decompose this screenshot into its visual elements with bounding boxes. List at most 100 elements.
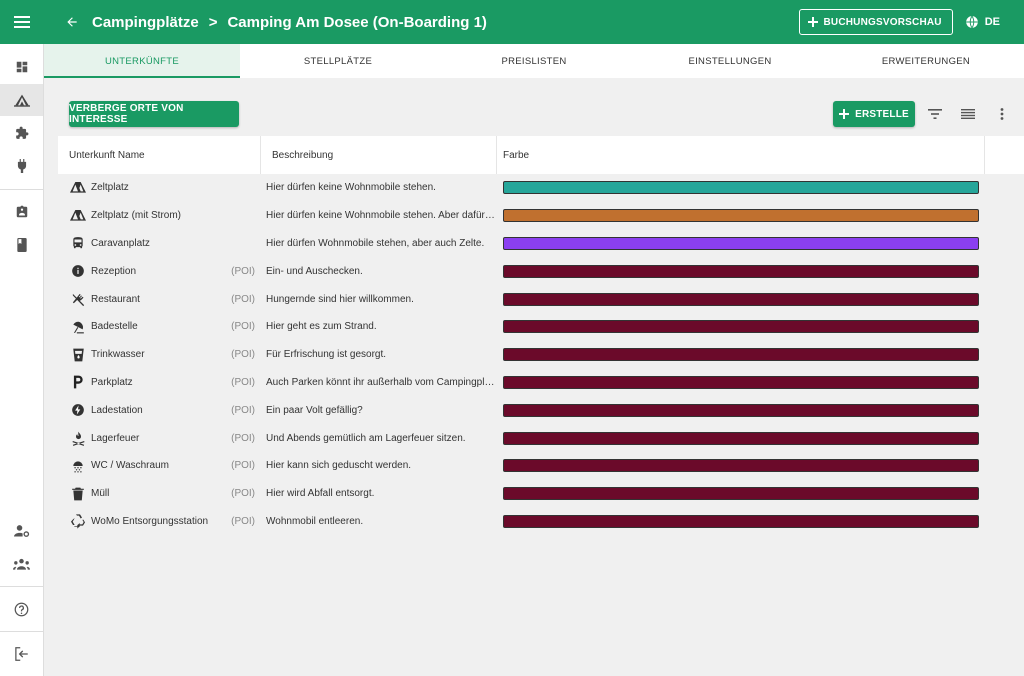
cell-name: WoMo Entsorgungsstation (POI)	[58, 512, 261, 530]
table-row[interactable]: Parkplatz (POI) Auch Parken könnt ihr auße…	[58, 369, 1024, 397]
accommodation-name: Müll	[91, 488, 110, 500]
cell-description: Hier wird Abfall entsorgt.	[266, 488, 375, 500]
table-row[interactable]: Ladestation (POI) Ein paar Volt gefällig?	[58, 396, 1024, 424]
table-row[interactable]: Restaurant (POI) Hungernde sind hier willk…	[58, 285, 1024, 313]
campfire-icon	[69, 429, 87, 447]
table-row[interactable]: Zeltplatz Hier dürfen keine Wohnmobile st…	[58, 174, 1024, 202]
book-icon	[16, 238, 27, 252]
header-name[interactable]: Unterkunft Name	[58, 136, 261, 174]
tab-accommodations[interactable]: UNTERKÜNFTE	[44, 44, 240, 78]
table-header: Unterkunft Name Beschreibung Farbe	[58, 136, 1024, 174]
cell-name: Zeltplatz (mit Strom)	[58, 207, 261, 225]
plus-icon	[839, 109, 850, 119]
info-icon	[69, 262, 87, 280]
tab-settings[interactable]: EINSTELLUNGEN	[688, 55, 772, 67]
table-row[interactable]: Caravanplatz Hier dürfen Wohnmobile stehe…	[58, 230, 1024, 258]
plug-icon	[17, 159, 26, 173]
cell-description: Auch Parken könnt ihr außerhalb vom Camp…	[266, 376, 497, 388]
color-swatch	[503, 236, 979, 250]
sidebar-item-bookings[interactable]	[0, 196, 43, 228]
hide-poi-button[interactable]: VERBERGE ORTE VON INTERESSE	[69, 101, 239, 127]
cell-color	[497, 375, 985, 389]
poi-badge: (POI)	[231, 488, 255, 500]
cell-name: Parkplatz (POI)	[58, 373, 261, 391]
cell-color	[497, 264, 985, 278]
menu-button[interactable]	[0, 0, 44, 44]
cell-color	[497, 487, 985, 501]
cell-name: Restaurant (POI)	[58, 290, 261, 308]
page-title: Camping Am Dosee (On-Boarding 1)	[227, 13, 487, 31]
tab-pitches[interactable]: STELLPLÄTZE	[303, 55, 373, 67]
accommodation-name: Ladestation	[91, 404, 143, 416]
header-description[interactable]: Beschreibung	[261, 136, 497, 174]
cell-color	[497, 320, 985, 334]
hide-poi-label: VERBERGE ORTE VON INTERESSE	[69, 103, 184, 125]
tab-price-lists[interactable]: PREISLISTEN	[501, 55, 567, 67]
table-row[interactable]: Trinkwasser (POI) Für Erfrischung ist geso…	[58, 341, 1024, 369]
filter-button[interactable]	[923, 102, 947, 126]
booking-preview-button[interactable]: BUCHUNGSVORSCHAU	[798, 9, 953, 35]
cell-color	[497, 403, 985, 417]
color-swatch	[503, 375, 979, 389]
cell-description: Hier dürfen Wohnmobile stehen, aber auch…	[266, 237, 485, 249]
table-row[interactable]: WoMo Entsorgungsstation (POI) Wohnmobil en…	[58, 508, 1024, 536]
tab-extensions[interactable]: ERWEITERUNGEN	[881, 55, 971, 67]
cell-description: Hier geht es zum Strand.	[266, 321, 377, 333]
table-row[interactable]: Zeltplatz (mit Strom) Hier dürfen keine W…	[58, 202, 1024, 230]
cell-color	[497, 348, 985, 362]
accommodation-name: WoMo Entsorgungsstation	[91, 515, 209, 527]
cell-color	[497, 459, 985, 473]
cell-name: Caravanplatz	[58, 234, 261, 252]
breadcrumb-root[interactable]: Campingplätze	[92, 13, 199, 31]
density-button[interactable]	[956, 102, 980, 126]
poi-badge: (POI)	[231, 515, 255, 527]
arrow-back-icon	[67, 17, 77, 27]
accommodation-name: Trinkwasser	[91, 349, 145, 361]
accommodation-name: Lagerfeuer	[91, 432, 140, 444]
poi-badge: (POI)	[231, 349, 255, 361]
cell-name: Trinkwasser (POI)	[58, 346, 261, 364]
view-list-icon	[961, 109, 975, 119]
sidebar-item-power[interactable]	[0, 150, 43, 182]
table-row[interactable]: WC / Waschraum (POI) Hier kann sich gedusc…	[58, 452, 1024, 480]
poi-badge: (POI)	[231, 321, 255, 333]
sidebar-item-dashboard[interactable]	[0, 51, 43, 83]
create-button[interactable]: ERSTELLE	[833, 101, 915, 127]
trash-icon	[69, 485, 87, 503]
cell-color	[497, 514, 985, 528]
sidebar-item-user-settings[interactable]	[0, 515, 43, 547]
cell-name: Badestelle (POI)	[58, 318, 261, 336]
cell-color	[497, 292, 985, 306]
sidebar-item-team[interactable]	[0, 548, 43, 580]
poi-badge: (POI)	[231, 432, 255, 444]
table-row[interactable]: Lagerfeuer (POI) Und Abends gemütlich am L…	[58, 424, 1024, 452]
cell-description: Für Erfrischung ist gesorgt.	[266, 349, 387, 361]
cell-name: Müll (POI)	[58, 485, 261, 503]
cell-name: Zeltplatz	[58, 179, 261, 197]
puzzle-icon	[15, 126, 28, 139]
create-label: ERSTELLE	[855, 108, 909, 120]
sidebar-item-logout[interactable]	[0, 638, 43, 670]
header-color[interactable]: Farbe	[497, 136, 985, 174]
water-cup-icon	[69, 346, 87, 364]
table-row[interactable]: Badestelle (POI) Hier geht es zum Strand.	[58, 313, 1024, 341]
color-swatch	[503, 431, 979, 445]
cell-name: Lagerfeuer (POI)	[58, 429, 261, 447]
back-button[interactable]	[58, 0, 86, 44]
accommodation-name: Caravanplatz	[91, 237, 150, 249]
table-row[interactable]: Rezeption (POI) Ein- und Auschecken.	[58, 257, 1024, 285]
language-switch[interactable]: DE	[965, 15, 1000, 29]
color-swatch	[503, 181, 979, 195]
accommodation-name: Badestelle	[91, 321, 138, 333]
sidebar-item-help[interactable]	[0, 593, 43, 625]
parking-icon	[69, 373, 87, 391]
group-icon	[13, 558, 30, 570]
sidebar-item-campsites[interactable]	[0, 84, 43, 116]
cell-description: Ein paar Volt gefällig?	[266, 404, 363, 416]
sidebar-item-book[interactable]	[0, 229, 43, 261]
more-button[interactable]	[990, 102, 1014, 126]
sidebar-item-extensions[interactable]	[0, 117, 43, 149]
table-row[interactable]: Müll (POI) Hier wird Abfall entsorgt.	[58, 480, 1024, 508]
header-actions	[985, 136, 1024, 174]
accommodation-name: WC / Waschraum	[91, 460, 169, 472]
